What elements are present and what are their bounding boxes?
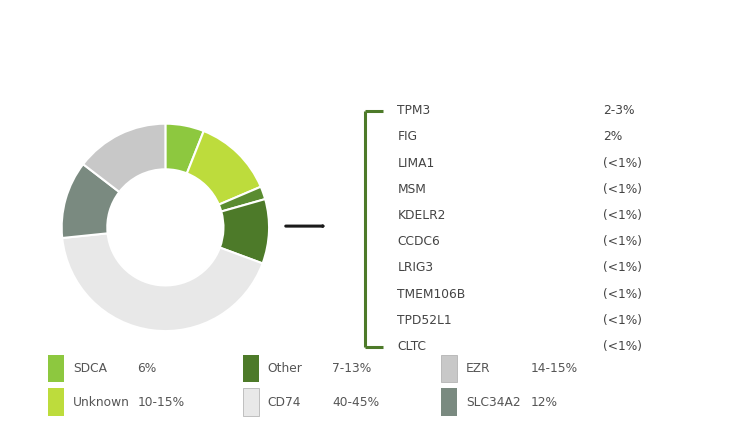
- Text: (<1%): (<1%): [603, 157, 642, 170]
- Wedge shape: [83, 124, 165, 192]
- Text: CCDC6: CCDC6: [398, 235, 440, 248]
- Wedge shape: [62, 233, 262, 331]
- Text: (<1%): (<1%): [603, 314, 642, 327]
- Bar: [441, 354, 457, 382]
- Wedge shape: [165, 124, 204, 173]
- Text: 40-45%: 40-45%: [332, 396, 379, 408]
- Text: SDCA: SDCA: [73, 362, 107, 375]
- Bar: [243, 388, 259, 416]
- Text: LIMA1: LIMA1: [398, 157, 434, 170]
- Wedge shape: [219, 187, 265, 212]
- Wedge shape: [62, 164, 119, 238]
- Text: 14-15%: 14-15%: [531, 362, 578, 375]
- Text: (<1%): (<1%): [603, 340, 642, 353]
- Bar: [48, 354, 64, 382]
- Text: TMEM106B: TMEM106B: [398, 288, 466, 301]
- Text: Distribution and frequency of ROS1 fusion proteins: Distribution and frequency of ROS1 fusio…: [96, 25, 639, 44]
- Text: 7-13%: 7-13%: [332, 362, 371, 375]
- Wedge shape: [187, 131, 261, 204]
- Text: (<1%): (<1%): [603, 261, 642, 275]
- Text: SLC34A2: SLC34A2: [466, 396, 520, 408]
- Text: Unknown: Unknown: [73, 396, 129, 408]
- Text: 6%: 6%: [137, 362, 157, 375]
- Text: in Non-Small Cell Lung Cancer: in Non-Small Cell Lung Cancer: [208, 64, 527, 83]
- Text: TPD52L1: TPD52L1: [398, 314, 452, 327]
- Bar: [441, 388, 457, 416]
- Text: (<1%): (<1%): [603, 209, 642, 222]
- Text: Other: Other: [268, 362, 302, 375]
- Bar: [243, 354, 259, 382]
- Wedge shape: [220, 199, 269, 264]
- Text: 2%: 2%: [603, 130, 623, 143]
- Text: EZR: EZR: [466, 362, 490, 375]
- Text: (<1%): (<1%): [603, 288, 642, 301]
- Text: 10-15%: 10-15%: [137, 396, 184, 408]
- Text: 2-3%: 2-3%: [603, 104, 635, 117]
- Text: TPM3: TPM3: [398, 104, 431, 117]
- Text: (<1%): (<1%): [603, 183, 642, 196]
- Text: 12%: 12%: [531, 396, 558, 408]
- Bar: [48, 388, 64, 416]
- Text: MSM: MSM: [398, 183, 426, 196]
- Text: FIG: FIG: [398, 130, 417, 143]
- Text: CD74: CD74: [268, 396, 301, 408]
- Text: (<1%): (<1%): [603, 235, 642, 248]
- Text: KDELR2: KDELR2: [398, 209, 446, 222]
- Text: CLTC: CLTC: [398, 340, 426, 353]
- Text: LRIG3: LRIG3: [398, 261, 434, 275]
